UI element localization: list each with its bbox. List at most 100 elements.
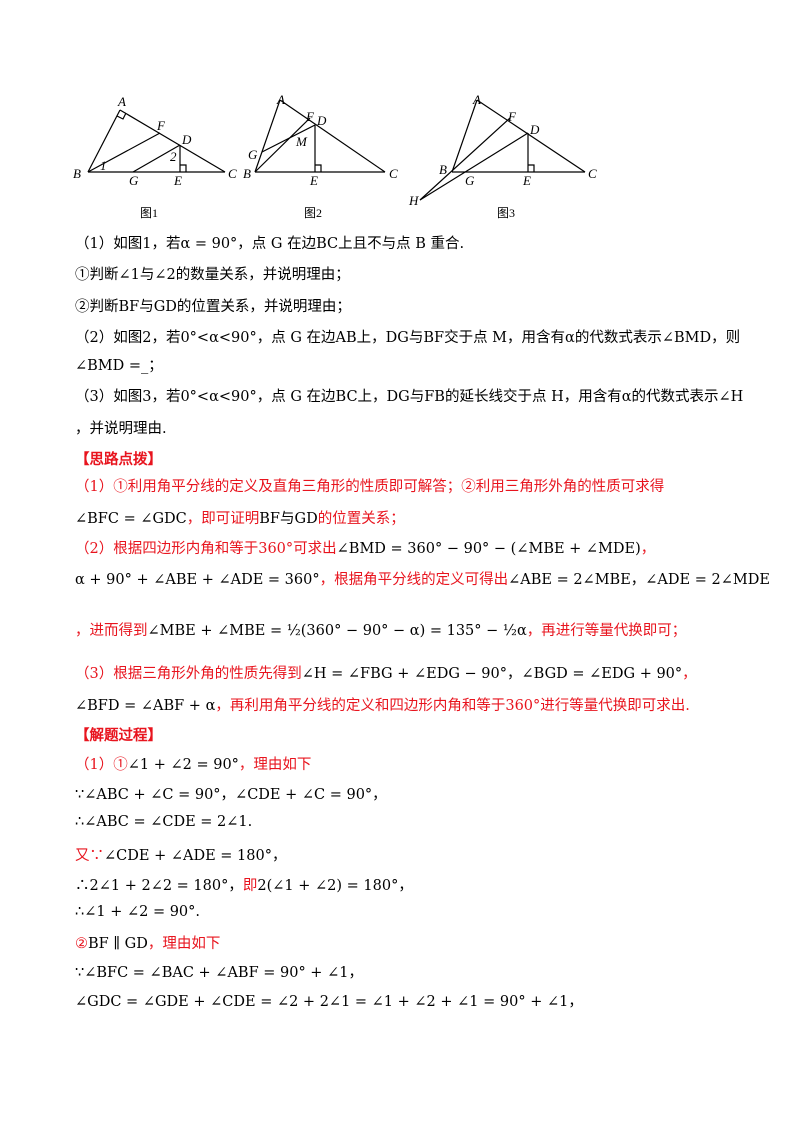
text-line: ∠BFD = ∠ABF + α，再利用角平分线的定义和四边形内角和等于360°进…	[75, 694, 690, 715]
text-segment: BF与GD	[259, 511, 318, 527]
text-segment: ∠BFC = ∠GDC	[75, 511, 187, 527]
text-segment: ∴2∠1 + 2∠2 = 180°，	[75, 878, 243, 894]
text-segment: ∵∠BFC = ∠BAC + ∠ABF = 90° + ∠1，	[75, 965, 363, 981]
text-line: ②BF ∥ GD，理由如下	[75, 932, 220, 953]
text-line: ②判断BF与GD的位置关系，并说明理由；	[75, 295, 351, 316]
figure-2: A F D G M B E C 图2	[243, 92, 398, 220]
label: D	[529, 122, 540, 137]
text-segment: 【解题过程】	[75, 727, 162, 744]
label: G	[129, 173, 139, 188]
text-line: ∴2∠1 + 2∠2 = 180°，即2(∠1 + ∠2) = 180°，	[75, 874, 413, 895]
text-segment: ，理由如下	[147, 936, 221, 952]
text-segment: （2）如图2，若0°<α<90°，点 G 在边AB上，DG与BF交于点 M，用含…	[75, 330, 741, 346]
text-segment: （1）①	[75, 757, 128, 773]
label: A	[472, 92, 481, 107]
text-segment: ②判断BF与GD的位置关系，并说明理由；	[75, 299, 351, 315]
text-segment: ，	[640, 541, 656, 557]
label: D	[316, 113, 327, 128]
text-segment: ∠GDC = ∠GDE + ∠CDE = ∠2 + 2∠1 = ∠1 + ∠2 …	[75, 994, 583, 1010]
text-segment: ∠1 + ∠2 = 90°	[127, 757, 239, 773]
text-segment: ①判断∠1与∠2的数量关系，并说明理由；	[75, 267, 350, 283]
label: H	[408, 193, 419, 208]
text-line: ，并说明理由.	[75, 417, 167, 438]
text-line: （3）根据三角形外角的性质先得到∠H = ∠FBG + ∠EDG − 90°，∠…	[75, 662, 697, 683]
label: F	[507, 109, 517, 124]
text-segment: ∠BMD = 360° − 90° − (∠MBE + ∠MDE)	[336, 541, 641, 557]
label: F	[305, 109, 315, 124]
text-line: ∠GDC = ∠GDE + ∠CDE = ∠2 + 2∠1 = ∠1 + ∠2 …	[75, 990, 583, 1011]
text-line: 又∵∠CDE + ∠ADE = 180°，	[75, 844, 286, 865]
label: D	[181, 132, 192, 147]
text-segment: （1）①利用角平分线的定义及直角三角形的性质即可解答；②利用三角形外角的性质可求…	[75, 479, 665, 495]
label: 图3	[497, 206, 515, 220]
text-line: ，进而得到∠MBE + ∠MBE = ½(360° − 90° − α) = 1…	[75, 619, 686, 640]
text-line: 【解题过程】	[75, 724, 162, 745]
text-segment: ，再进行等量代换即可；	[526, 623, 687, 639]
text-segment: ，再利用角平分线的定义和四边形内角和等于360°进行等量代换即可求出.	[215, 698, 690, 714]
text-segment: ∠MBE + ∠MBE = ½(360° − 90° − α) = 135° −…	[147, 623, 527, 639]
text-segment: ②	[75, 936, 88, 952]
text-segment: ，进而得到	[75, 623, 148, 639]
text-segment: α + 90° + ∠ABE + ∠ADE = 360°	[75, 572, 320, 588]
label: B	[243, 166, 251, 181]
text-segment: 2(∠1 + ∠2) = 180°，	[257, 878, 413, 894]
text-line: （1）①利用角平分线的定义及直角三角形的性质即可解答；②利用三角形外角的性质可求…	[75, 475, 664, 496]
text-segment: ∠CDE + ∠ADE = 180°，	[104, 848, 287, 864]
text-line: （1）如图1，若α = 90°，点 G 在边BC上且不与点 B 重合.	[75, 232, 464, 253]
text-segment: ∠H = ∠FBG + ∠EDG − 90°，∠BGD = ∠EDG + 90°	[301, 666, 683, 682]
text-line: ∵∠ABC + ∠C = 90°，∠CDE + ∠C = 90°，	[75, 783, 387, 804]
text-segment: （2）根据四边形内角和等于360°可求出	[75, 541, 337, 557]
label: 2	[170, 149, 177, 164]
text-segment: 又∵	[75, 848, 104, 864]
text-line: （3）如图3，若0°<α<90°，点 G 在边BC上，DG与FB的延长线交于点 …	[75, 385, 743, 406]
label: F	[156, 118, 166, 133]
label: B	[73, 166, 81, 181]
text-segment: ，理由如下	[238, 757, 312, 773]
text-segment: ∠BMD =_；	[75, 358, 163, 374]
text-line: （2）根据四边形内角和等于360°可求出∠BMD = 360° − 90° − …	[75, 537, 655, 558]
text-segment: ∴∠ABC = ∠CDE = 2∠1.	[75, 814, 253, 830]
text-segment: ，	[682, 666, 697, 682]
label: 图1	[140, 206, 158, 220]
text-line: （1）①∠1 + ∠2 = 90°，理由如下	[75, 753, 311, 774]
text-segment: ∵∠ABC + ∠C = 90°，∠CDE + ∠C = 90°，	[75, 787, 387, 803]
text-segment: （3）如图3，若0°<α<90°，点 G 在边BC上，DG与FB的延长线交于点 …	[75, 389, 744, 405]
label: C	[389, 166, 398, 181]
text-segment: 即	[242, 878, 258, 894]
label: C	[228, 166, 237, 181]
text-segment: （1）如图1，若α = 90°，点 G 在边BC上且不与点 B 重合.	[75, 236, 465, 252]
text-line: ∴∠ABC = ∠CDE = 2∠1.	[75, 814, 252, 830]
figures: A F D B G E C 1 2 图1 A F D G M B E C 图2 A F D B G E…	[73, 92, 597, 220]
label: G	[465, 173, 475, 188]
text-line: 【思路点拨】	[75, 448, 162, 469]
text-segment: （3）根据三角形外角的性质先得到	[75, 666, 302, 682]
figure-1: A F D B G E C 1 2 图1	[73, 94, 237, 220]
label: A	[276, 92, 285, 107]
text-segment: ∠ABE = 2∠MBE，∠ADE = 2∠MDE	[508, 572, 770, 588]
label: E	[522, 173, 531, 188]
text-line: α + 90° + ∠ABE + ∠ADE = 360°，根据角平分线的定义可得…	[75, 568, 770, 589]
text-line: ∠BFC = ∠GDC，即可证明BF与GD的位置关系；	[75, 507, 405, 528]
text-line: ①判断∠1与∠2的数量关系，并说明理由；	[75, 263, 350, 284]
text-segment: 的位置关系；	[317, 511, 405, 527]
text-segment: ，根据角平分线的定义可得出	[319, 572, 509, 588]
text-line: ∵∠BFC = ∠BAC + ∠ABF = 90° + ∠1，	[75, 961, 363, 982]
text-segment: ，即可证明	[186, 511, 260, 527]
text-segment: BF ∥ GD	[88, 936, 148, 952]
label: A	[117, 94, 126, 109]
label: 图2	[304, 206, 322, 220]
text-line: ∴∠1 + ∠2 = 90°.	[75, 904, 200, 920]
text-segment: ∴∠1 + ∠2 = 90°.	[75, 904, 201, 920]
label: C	[588, 166, 597, 181]
text-line: （2）如图2，若0°<α<90°，点 G 在边AB上，DG与BF交于点 M，用含…	[75, 326, 740, 347]
label: M	[295, 134, 308, 149]
label: G	[248, 147, 258, 162]
text-segment: ∠BFD = ∠ABF + α	[75, 698, 216, 714]
label: B	[439, 162, 447, 177]
label: E	[309, 173, 318, 188]
figure-3: A F D B G E C H 图3	[408, 92, 597, 220]
label: E	[173, 173, 182, 188]
text-segment: 【思路点拨】	[75, 451, 162, 468]
label: 1	[100, 158, 107, 173]
